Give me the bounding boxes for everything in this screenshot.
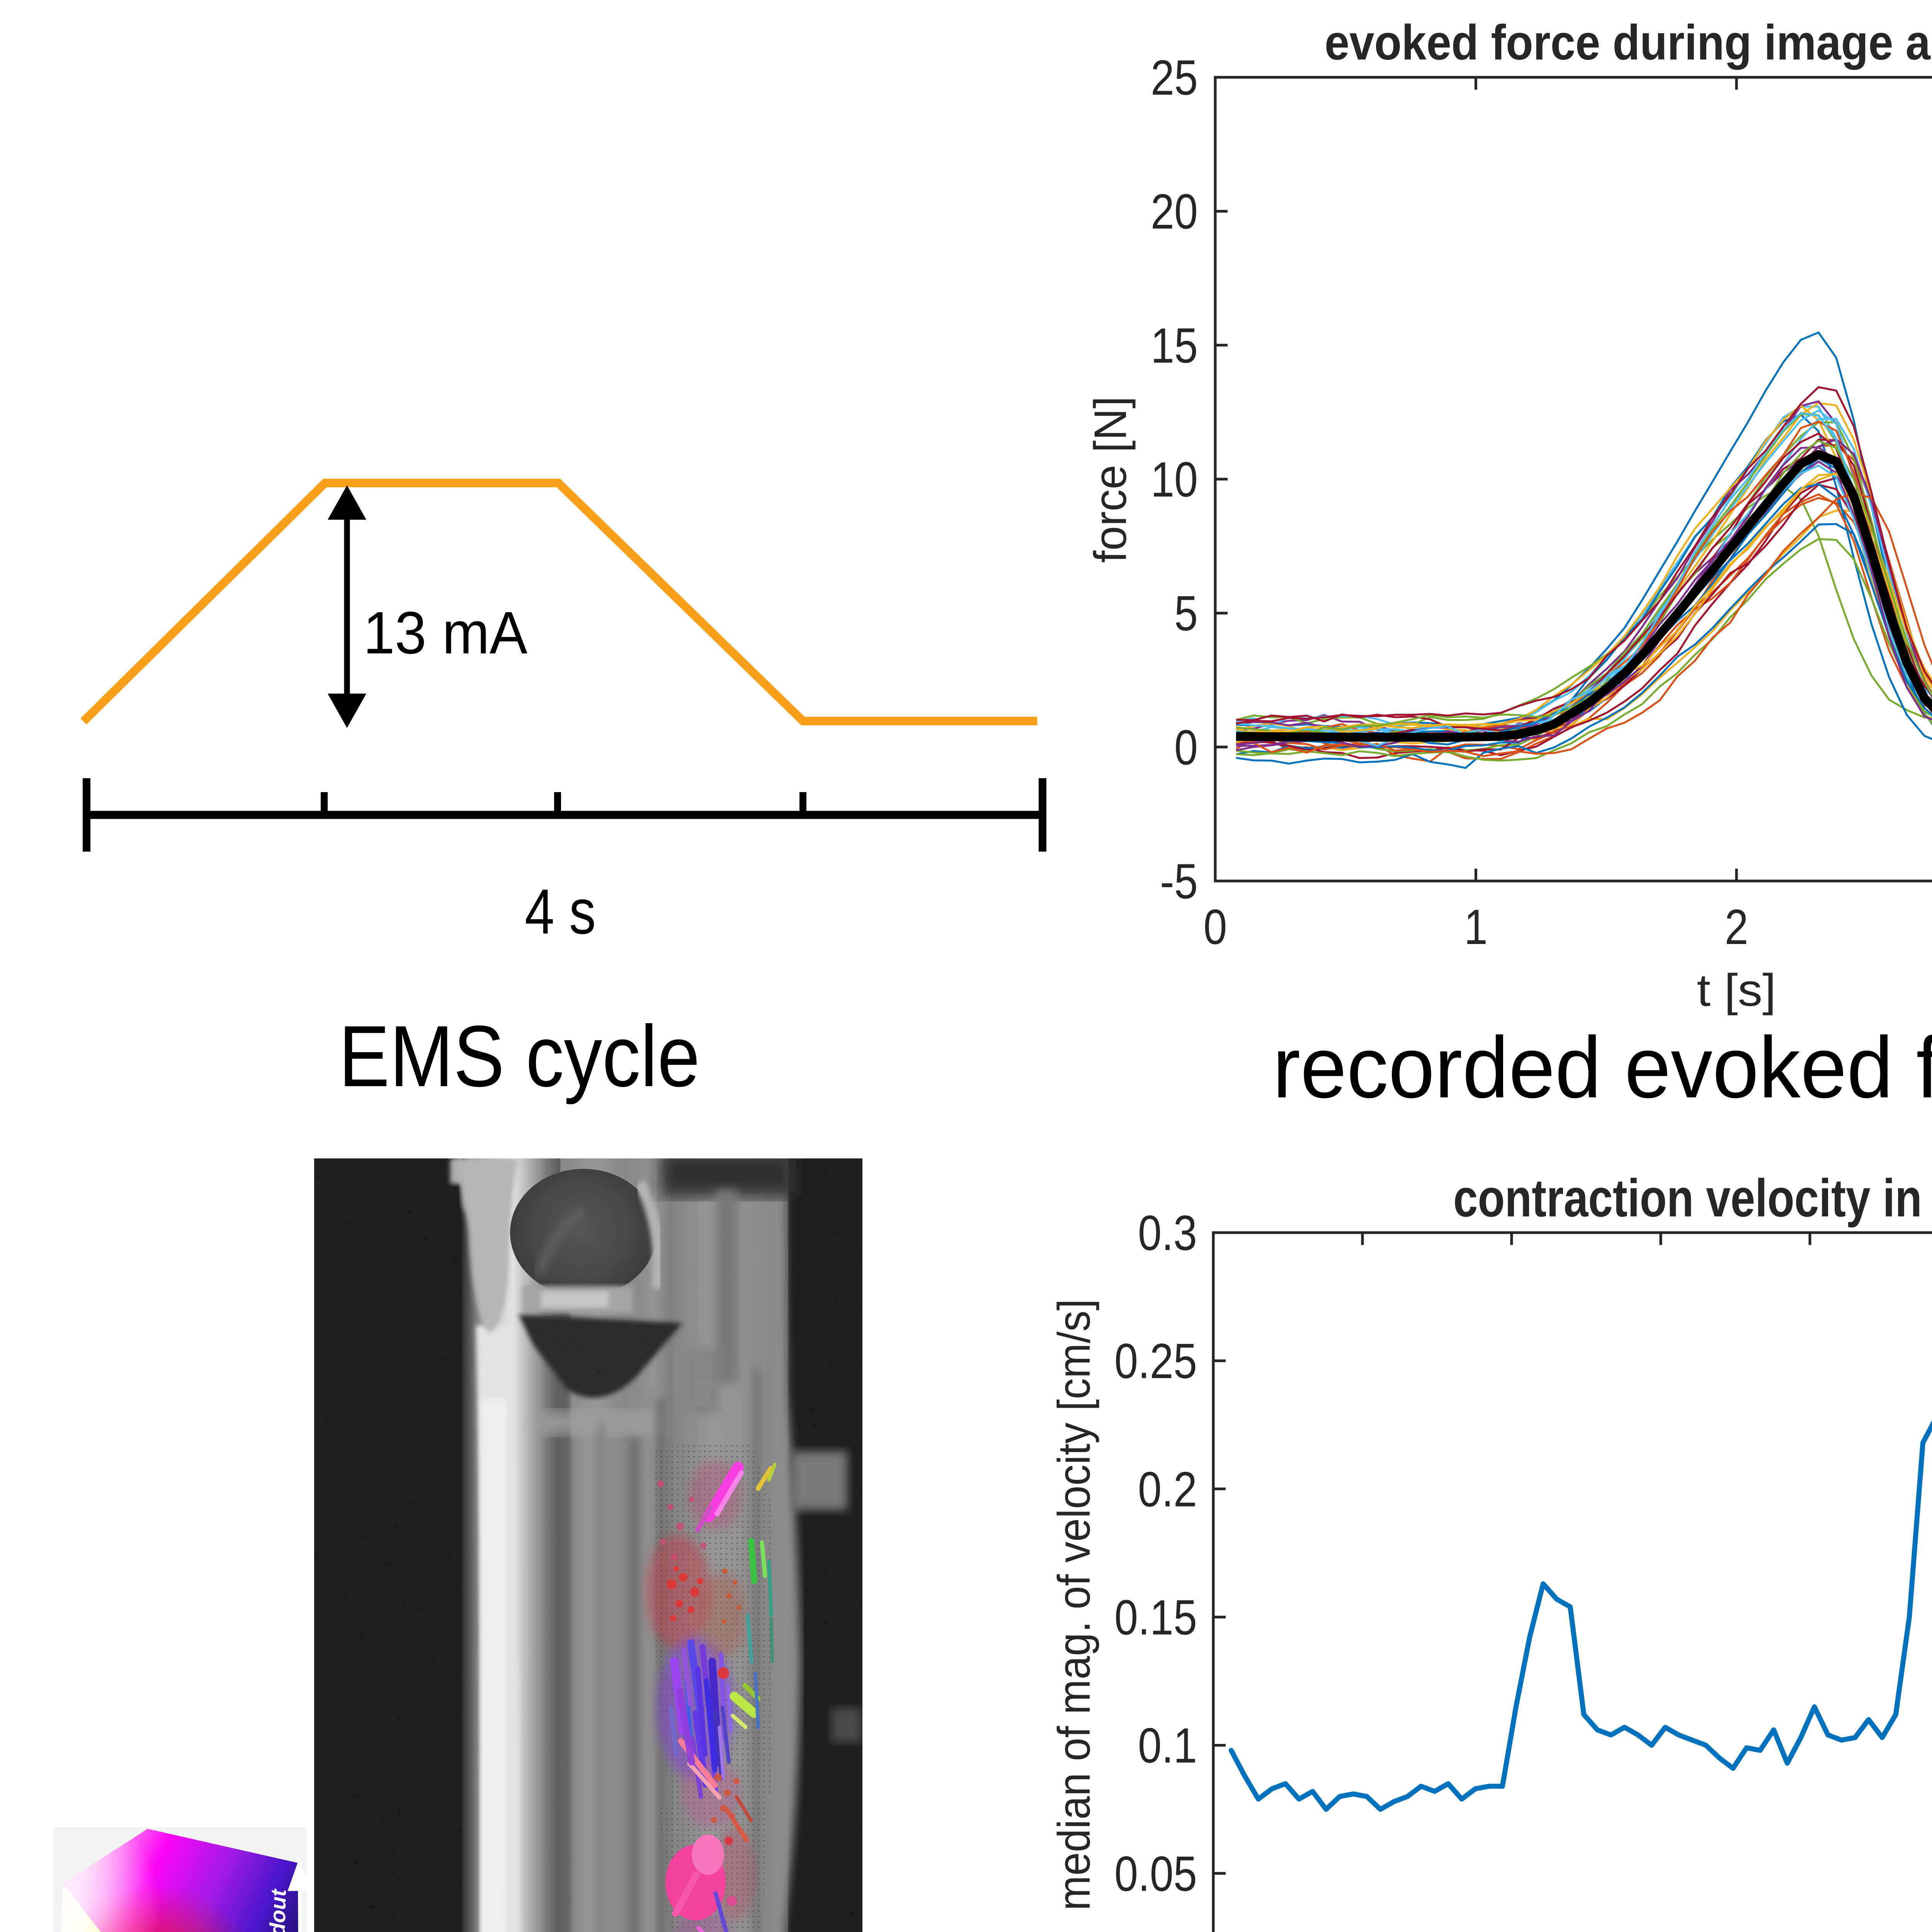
svg-text:force [N]: force [N] <box>1085 396 1136 563</box>
svg-text:0.15: 0.15 <box>1114 1590 1197 1645</box>
svg-text:median of mag. of velocity [cm: median of mag. of velocity [cm/s] <box>1049 1299 1100 1911</box>
svg-text:0.05: 0.05 <box>1114 1846 1197 1901</box>
svg-text:1: 1 <box>1464 900 1488 955</box>
svg-text:EMS cycle: EMS cycle <box>339 1007 700 1105</box>
svg-text:10: 10 <box>1151 452 1198 507</box>
svg-text:15: 15 <box>1151 318 1198 373</box>
svg-text:0: 0 <box>1174 720 1198 775</box>
svg-text:20: 20 <box>1151 184 1198 240</box>
svg-text:0: 0 <box>1204 900 1227 955</box>
svg-text:evoked force during image acqu: evoked force during image acquisition <box>1325 15 1932 70</box>
svg-text:4 s: 4 s <box>525 876 596 947</box>
svg-text:0.3: 0.3 <box>1138 1206 1197 1261</box>
svg-text:0.2: 0.2 <box>1138 1462 1197 1517</box>
svg-text:-5: -5 <box>1160 854 1198 909</box>
svg-text:25: 25 <box>1151 50 1198 105</box>
svg-text:0.1: 0.1 <box>1138 1718 1197 1774</box>
svg-text:contraction velocity in ROI: contraction velocity in ROI <box>1453 1168 1932 1228</box>
svg-text:t [s]: t [s] <box>1697 965 1776 1016</box>
svg-text:13 mA: 13 mA <box>363 599 528 666</box>
svg-text:2: 2 <box>1725 900 1748 955</box>
svg-text:5: 5 <box>1174 586 1198 641</box>
svg-text:Readout: Readout <box>264 1888 291 1932</box>
svg-text:0.25: 0.25 <box>1114 1334 1197 1389</box>
svg-text:recorded evoked force: recorded evoked force <box>1273 1019 1932 1116</box>
